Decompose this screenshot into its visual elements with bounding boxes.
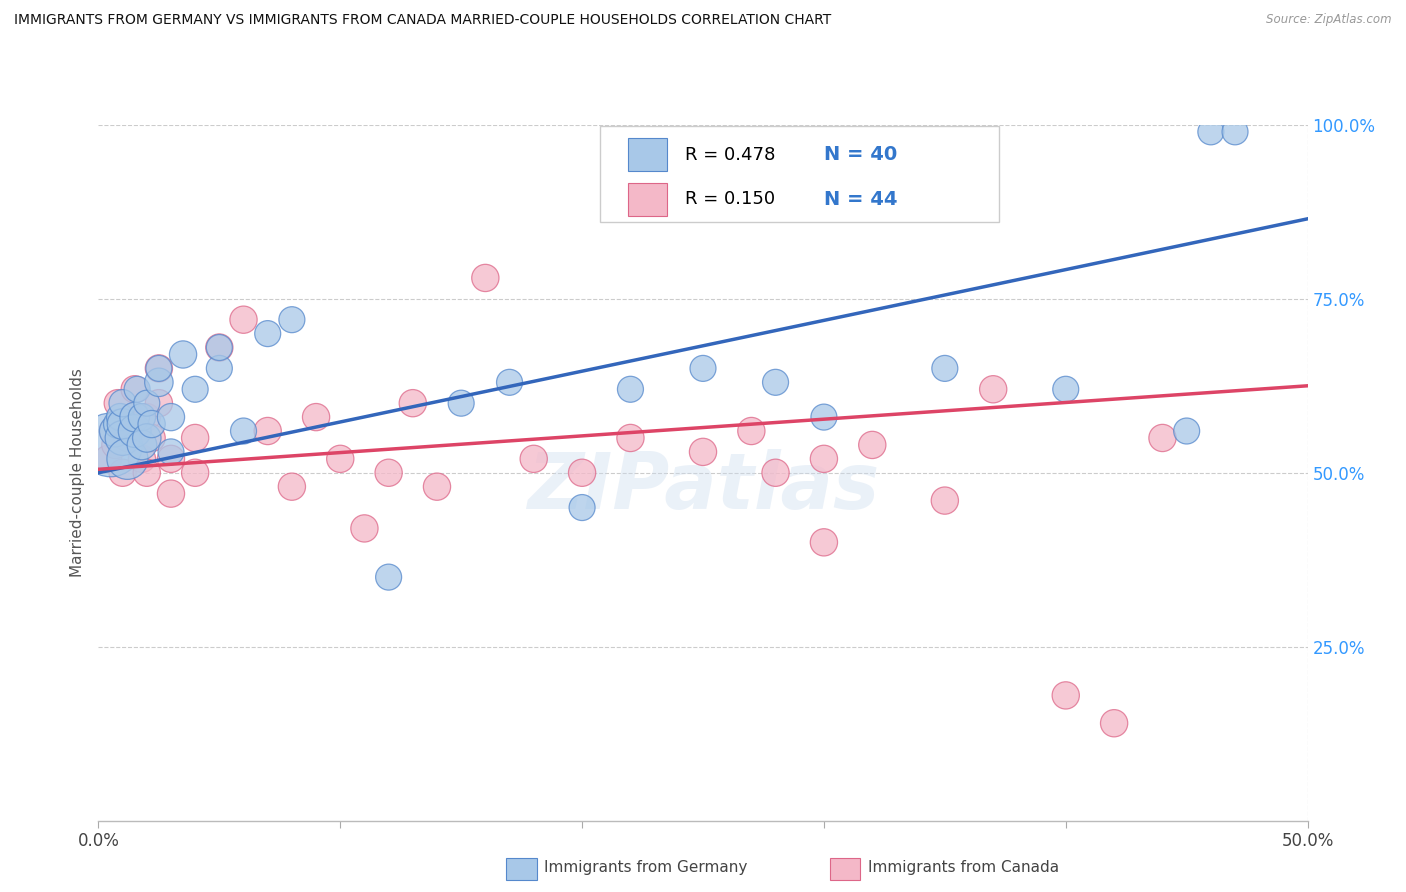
Point <box>1199 125 1222 139</box>
Point <box>860 438 883 452</box>
Point <box>256 424 278 438</box>
Point <box>135 431 157 445</box>
Point <box>765 466 787 480</box>
Point <box>124 382 146 396</box>
Point <box>148 361 170 376</box>
Point <box>692 445 714 459</box>
Point <box>124 410 146 425</box>
Point <box>498 376 520 390</box>
Point <box>474 271 496 285</box>
Point <box>108 410 131 425</box>
Point <box>208 361 231 376</box>
Point <box>148 361 170 376</box>
Point <box>131 451 153 466</box>
Point <box>107 396 129 410</box>
Point <box>426 480 449 494</box>
Point <box>208 341 231 355</box>
Text: N = 44: N = 44 <box>824 190 897 209</box>
Point <box>740 424 762 438</box>
Point <box>160 410 183 425</box>
Point <box>97 451 120 466</box>
Point <box>101 424 124 438</box>
Point <box>111 396 134 410</box>
Point <box>619 431 641 445</box>
Point <box>329 451 352 466</box>
Point <box>160 486 183 500</box>
Point <box>1223 125 1246 139</box>
Text: ZIPatlas: ZIPatlas <box>527 449 879 524</box>
Point <box>121 410 143 425</box>
Point <box>1054 382 1077 396</box>
Point <box>1175 424 1198 438</box>
Point <box>104 438 127 452</box>
Point <box>148 376 170 390</box>
Point <box>523 451 546 466</box>
Point <box>281 312 304 326</box>
Text: Immigrants from Canada: Immigrants from Canada <box>868 860 1059 874</box>
Point <box>377 570 399 584</box>
Point <box>619 382 641 396</box>
Point <box>111 431 134 445</box>
Point <box>117 431 139 445</box>
Point <box>1054 689 1077 703</box>
Text: R = 0.478: R = 0.478 <box>685 145 775 164</box>
Point <box>934 361 956 376</box>
Point <box>160 445 183 459</box>
Point <box>232 424 254 438</box>
Point <box>135 410 157 425</box>
Y-axis label: Married-couple Households: Married-couple Households <box>69 368 84 577</box>
Point <box>184 466 207 480</box>
FancyBboxPatch shape <box>628 138 666 171</box>
Text: IMMIGRANTS FROM GERMANY VS IMMIGRANTS FROM CANADA MARRIED-COUPLE HOUSEHOLDS CORR: IMMIGRANTS FROM GERMANY VS IMMIGRANTS FR… <box>14 13 831 28</box>
Point <box>813 451 835 466</box>
Point <box>571 466 593 480</box>
Point <box>131 410 153 425</box>
Point <box>765 376 787 390</box>
Point <box>127 382 149 396</box>
Point <box>184 431 207 445</box>
Point <box>450 396 472 410</box>
Point <box>111 417 134 431</box>
Point <box>208 341 231 355</box>
Text: Source: ZipAtlas.com: Source: ZipAtlas.com <box>1267 13 1392 27</box>
Point <box>127 424 149 438</box>
Point <box>353 521 375 535</box>
FancyBboxPatch shape <box>600 127 1000 222</box>
Text: N = 40: N = 40 <box>824 145 897 164</box>
Point <box>571 500 593 515</box>
Point <box>402 396 425 410</box>
Point <box>232 312 254 326</box>
Point <box>256 326 278 341</box>
Point <box>1152 431 1174 445</box>
Point <box>124 424 146 438</box>
Point <box>281 480 304 494</box>
Point <box>813 535 835 549</box>
Point <box>104 424 127 438</box>
Point <box>107 417 129 431</box>
Point <box>100 438 122 452</box>
Text: R = 0.150: R = 0.150 <box>685 190 775 208</box>
Text: Immigrants from Germany: Immigrants from Germany <box>544 860 748 874</box>
Point <box>981 382 1004 396</box>
Point <box>141 431 163 445</box>
Point <box>1102 716 1125 731</box>
Point <box>172 347 194 361</box>
Point <box>813 410 835 425</box>
Point <box>135 466 157 480</box>
Point <box>111 466 134 480</box>
Point <box>148 396 170 410</box>
Point <box>160 451 183 466</box>
Point <box>141 417 163 431</box>
Point <box>131 438 153 452</box>
Point <box>692 361 714 376</box>
Point <box>377 466 399 480</box>
Point <box>934 493 956 508</box>
FancyBboxPatch shape <box>628 183 666 216</box>
Point <box>184 382 207 396</box>
Point <box>135 396 157 410</box>
Point <box>305 410 328 425</box>
Point <box>117 451 139 466</box>
